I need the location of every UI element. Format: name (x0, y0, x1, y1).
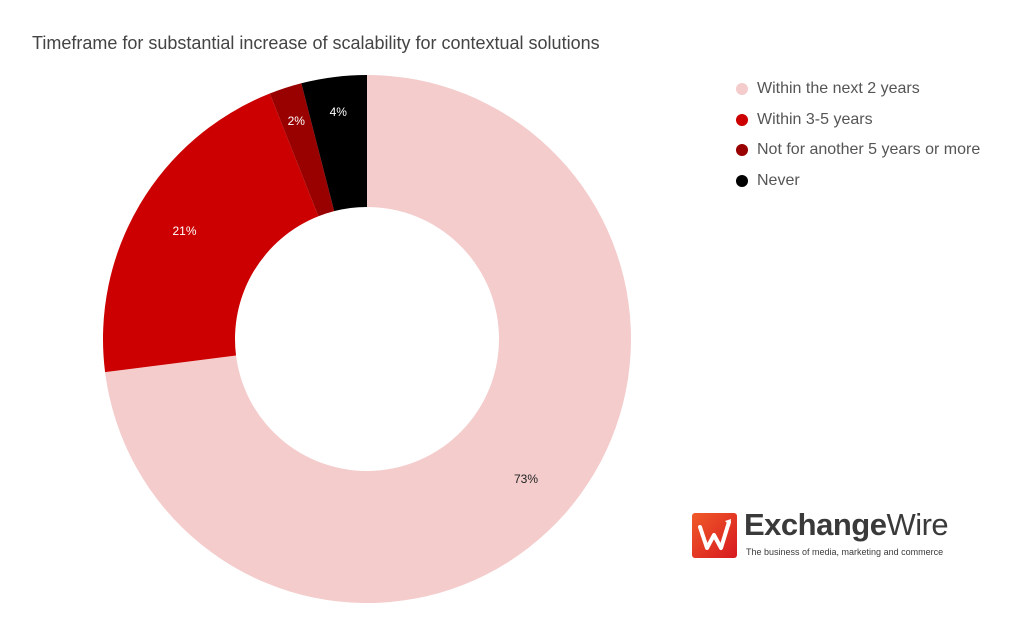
legend-item[interactable]: Never (736, 166, 980, 197)
legend-item[interactable]: Within 3-5 years (736, 105, 980, 136)
slice-data-label: 4% (330, 105, 348, 119)
exchangewire-logo: ExchangeWire The business of media, mark… (692, 507, 982, 561)
legend-swatch-icon (736, 83, 748, 96)
legend-label: Not for another 5 years or more (757, 141, 981, 159)
donut-slice[interactable] (105, 75, 631, 603)
legend-item[interactable]: Within the next 2 years (736, 74, 980, 105)
logo-mark-icon (692, 513, 737, 558)
logo-brand: Exchange (744, 507, 887, 542)
donut-slice[interactable] (102, 93, 319, 373)
donut-slice[interactable] (301, 75, 367, 212)
legend-label: Never (757, 171, 800, 189)
donut-slice[interactable] (269, 83, 335, 217)
legend-swatch-icon (736, 174, 748, 187)
logo-tagline: The business of media, marketing and com… (746, 547, 944, 557)
donut-chart: 73% 21% 2% 4% (102, 75, 631, 603)
slice-data-label: 21% (173, 224, 197, 238)
slice-data-label: 2% (288, 114, 306, 128)
chart-title: Timeframe for substantial increase of sc… (32, 33, 600, 53)
logo-wordmark: ExchangeWire (744, 507, 949, 543)
slice-data-label: 73% (514, 472, 538, 486)
legend-item[interactable]: Not for another 5 years or more (736, 135, 980, 166)
legend-label: Within 3-5 years (757, 110, 873, 128)
legend-label: Within the next 2 years (757, 80, 920, 98)
chart-legend: Within the next 2 years Within 3-5 years… (736, 74, 980, 196)
legend-swatch-icon (736, 144, 748, 157)
legend-swatch-icon (736, 113, 748, 126)
logo-brand-accent: Wire (886, 507, 949, 542)
